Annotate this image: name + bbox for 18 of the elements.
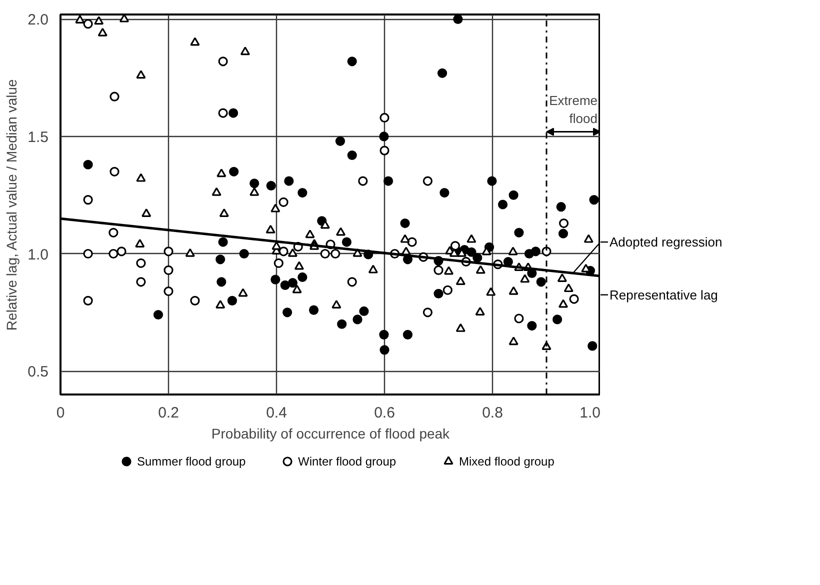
x-tick-label: 0 (56, 404, 65, 422)
legend-label: Summer flood group (137, 454, 246, 468)
x-tick-label: 0.8 (482, 404, 503, 422)
x-tick-label: 1.0 (580, 404, 601, 422)
y-tick-label: 1.5 (28, 128, 49, 146)
annotation: Adopted regression (610, 234, 722, 250)
legend-label: Winter flood group (298, 454, 396, 468)
x-tick-label: 0.6 (374, 404, 395, 422)
y-tick-label: 1.0 (28, 246, 49, 264)
y-tick-label: 2.0 (28, 12, 49, 29)
x-axis-title: Probability of occurrence of flood peak (211, 426, 451, 442)
annotation: Extreme flood (549, 92, 598, 126)
legend-label: Mixed flood group (459, 454, 555, 468)
x-tick-label: 0.4 (266, 404, 287, 422)
annotation: Representative lag (610, 287, 718, 302)
y-tick-label: 0.5 (28, 364, 49, 381)
y-axis-title: Relative lag, Actual value / Median value (4, 78, 20, 331)
x-tick-label: 0.2 (158, 404, 179, 422)
